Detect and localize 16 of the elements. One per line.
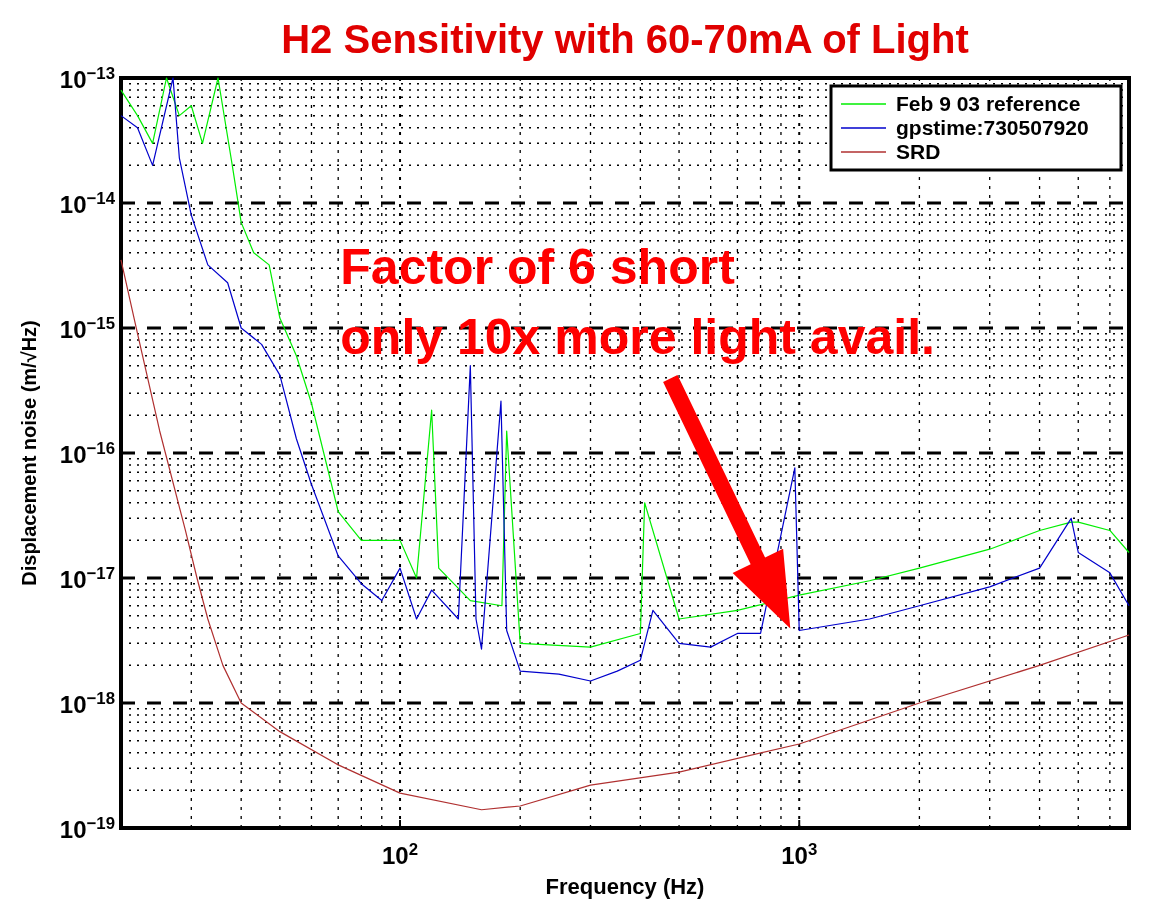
y-axis-title: Displacement noise (m/√Hz) <box>18 320 40 586</box>
legend-label: SRD <box>896 140 941 163</box>
y-tick-label: 10$^{−13}$ <box>59 63 115 93</box>
annotation: Factor of 6 short <box>340 238 736 295</box>
x-axis-title: Frequency (Hz) <box>545 874 705 899</box>
y-tick-label: 10$^{−17}$ <box>59 563 115 593</box>
x-tick-label: 10$^{2}$ <box>382 839 419 869</box>
x-tick-label: 10$^{3}$ <box>781 839 818 869</box>
y-tick-label: 10$^{−19}$ <box>59 813 115 843</box>
y-tick-label: 10$^{−18}$ <box>59 688 115 718</box>
legend-label: Feb 9 03 reference <box>896 92 1081 115</box>
chart-title: H2 Sensitivity with 60-70mA of Light <box>281 17 969 61</box>
y-tick-label: 10$^{−16}$ <box>59 438 115 468</box>
legend-label: gpstime:730507920 <box>896 116 1089 139</box>
y-tick-label: 10$^{−15}$ <box>59 313 115 343</box>
y-tick-label: 10$^{−14}$ <box>59 188 116 218</box>
